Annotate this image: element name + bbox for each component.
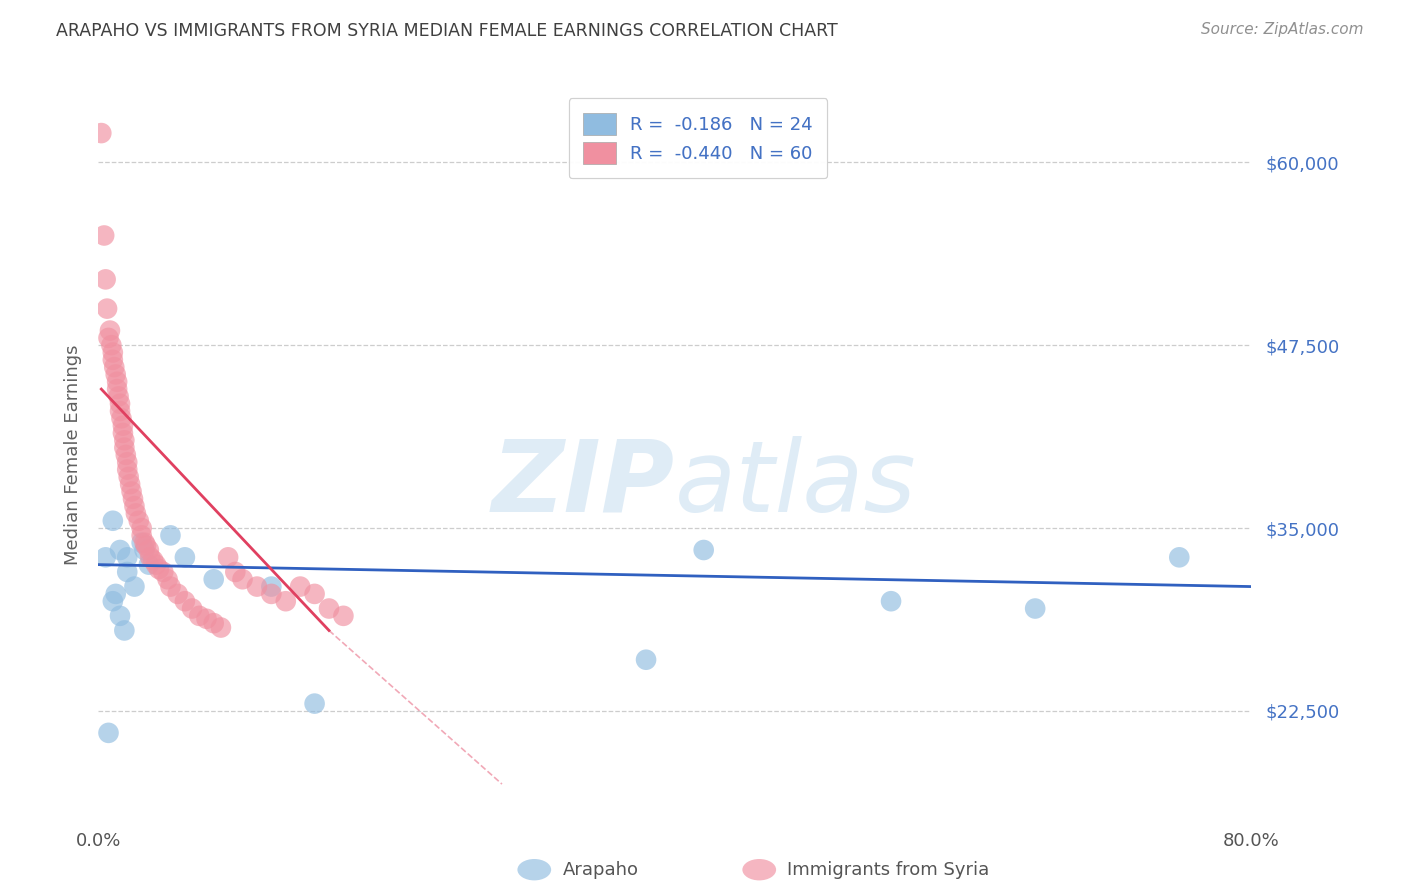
Point (112, 441, 135, 455)
Point (110, 411, 132, 425)
Point (260, 587, 283, 601)
Point (105, 382, 128, 396)
Point (128, 514, 150, 528)
Point (139, 550, 162, 565)
Point (1024, 601, 1046, 615)
Point (134, 543, 156, 558)
Point (90, 126, 112, 140)
Point (148, 562, 170, 576)
Point (174, 550, 197, 565)
Point (188, 608, 211, 623)
Point (97, 726, 120, 740)
Point (108, 543, 131, 558)
Point (111, 418, 134, 433)
Point (124, 580, 146, 594)
Point (112, 434, 135, 448)
Point (124, 499, 146, 513)
Point (159, 528, 181, 542)
Point (246, 580, 269, 594)
Point (108, 397, 131, 411)
Text: Immigrants from Syria: Immigrants from Syria (787, 861, 990, 879)
Point (120, 477, 142, 491)
Point (117, 565, 139, 579)
Text: Arapaho: Arapaho (562, 861, 638, 879)
Point (100, 338, 122, 352)
Point (274, 594, 297, 608)
Point (145, 558, 167, 572)
Legend: R =  -0.186   N = 24, R =  -0.440   N = 60: R = -0.186 N = 24, R = -0.440 N = 60 (568, 98, 827, 178)
Point (103, 360, 125, 375)
Point (121, 484, 143, 499)
Point (101, 594, 124, 608)
Point (125, 507, 148, 521)
Point (117, 550, 139, 565)
Point (304, 697, 326, 711)
Point (101, 345, 124, 359)
Point (97, 331, 120, 345)
Point (202, 616, 225, 631)
Point (101, 514, 124, 528)
Y-axis label: Median Female Earnings: Median Female Earnings (63, 344, 82, 566)
Point (107, 389, 129, 403)
Point (94, 272, 117, 286)
Point (108, 608, 131, 623)
Point (108, 404, 131, 418)
Text: ARAPAHO VS IMMIGRANTS FROM SYRIA MEDIAN FEMALE EARNINGS CORRELATION CHART: ARAPAHO VS IMMIGRANTS FROM SYRIA MEDIAN … (56, 22, 838, 40)
Point (131, 535, 153, 549)
Point (112, 624, 135, 638)
Point (217, 550, 239, 565)
Point (138, 558, 160, 572)
Point (93, 228, 115, 243)
Point (260, 580, 283, 594)
Point (114, 448, 136, 462)
Point (131, 521, 153, 535)
Point (118, 470, 141, 484)
Point (138, 543, 160, 558)
Point (98, 324, 121, 338)
Point (195, 612, 218, 626)
Point (135, 539, 157, 553)
Point (318, 601, 340, 615)
Text: Source: ZipAtlas.com: Source: ZipAtlas.com (1201, 22, 1364, 37)
Point (122, 491, 145, 506)
Point (105, 375, 128, 389)
Point (332, 608, 354, 623)
Point (142, 553, 165, 567)
Point (111, 425, 134, 440)
Point (209, 621, 232, 635)
Point (156, 572, 179, 586)
Point (290, 580, 312, 594)
Point (880, 594, 903, 608)
Point (181, 601, 204, 615)
Point (304, 587, 326, 601)
Point (152, 565, 174, 579)
Text: atlas: atlas (675, 435, 917, 533)
Point (174, 594, 197, 608)
Point (117, 462, 139, 476)
Point (202, 572, 225, 586)
Point (94, 550, 117, 565)
Point (101, 352, 124, 367)
Point (96, 301, 118, 316)
Text: ZIP: ZIP (492, 435, 675, 533)
Point (224, 565, 246, 579)
Point (134, 535, 156, 549)
Point (1168, 550, 1191, 565)
Point (166, 587, 188, 601)
Point (231, 572, 254, 586)
Point (104, 587, 127, 601)
Point (159, 580, 181, 594)
Point (693, 543, 716, 558)
Point (636, 653, 658, 667)
Point (117, 455, 139, 469)
Point (104, 368, 127, 382)
Point (131, 528, 153, 542)
